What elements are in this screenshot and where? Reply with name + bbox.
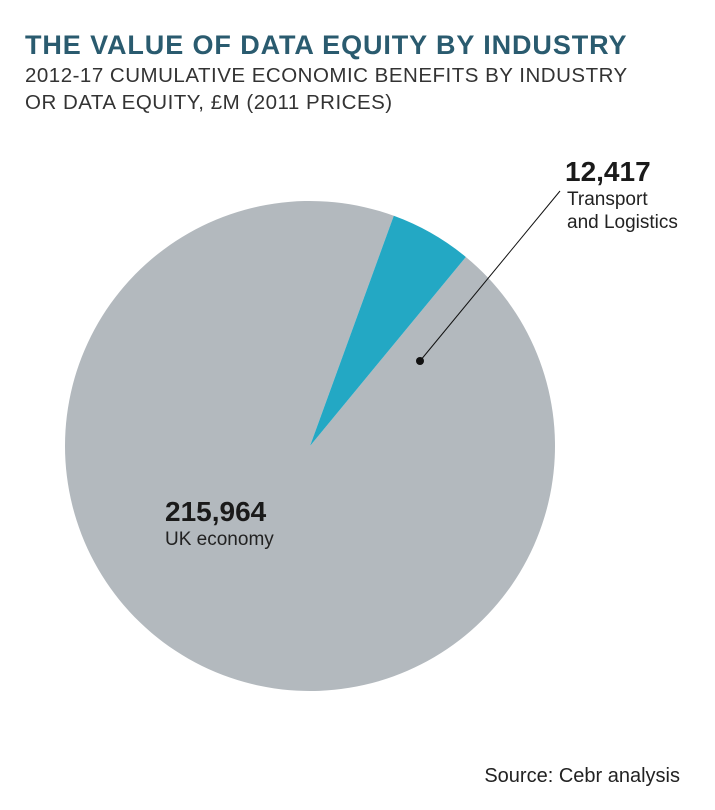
uk-economy-value: 215,964: [165, 496, 266, 528]
uk-economy-label: UK economy: [165, 529, 274, 552]
source-text: Source: Cebr analysis: [484, 765, 680, 788]
transport-label: Transportand Logistics: [567, 189, 678, 235]
chart-title: THE VALUE OF DATA EQUITY BY INDUSTRY: [25, 30, 690, 61]
transport-value: 12,417: [565, 156, 651, 188]
pie-chart: 215,964 UK economy 12,417 Transportand L…: [25, 151, 690, 711]
callout-dot: [416, 357, 424, 365]
pie-slice-uk-economy: [65, 201, 555, 691]
chart-subtitle: 2012-17 CUMULATIVE ECONOMIC BENEFITS BY …: [25, 63, 665, 116]
pie-svg: [25, 151, 715, 711]
